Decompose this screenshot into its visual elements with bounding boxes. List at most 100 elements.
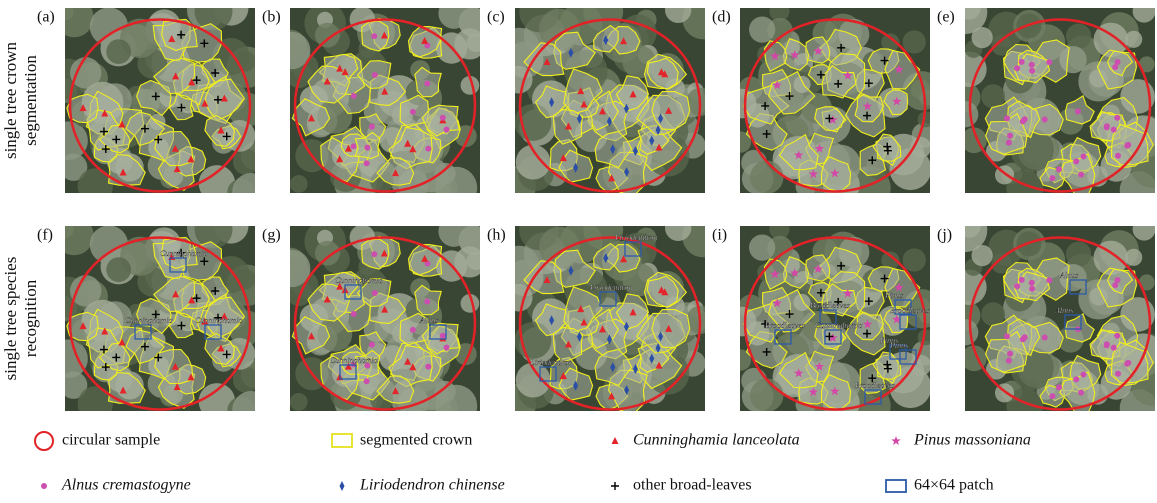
species-annotation: Liriodendron: [614, 233, 657, 242]
marker-alnus: [1019, 277, 1025, 283]
marker-alnus: [1111, 345, 1117, 351]
marker-alnus: [410, 327, 416, 333]
panel-label: (e): [937, 9, 955, 26]
canopy: [57, 3, 74, 20]
canopy: [315, 23, 340, 48]
row-label: single tree crown: [1, 41, 20, 159]
marker-alnus: [1007, 351, 1013, 357]
canopy: [903, 248, 926, 271]
marker-alnus: [1104, 123, 1110, 129]
marker-pinus: [891, 436, 901, 445]
marker-alnus: [364, 378, 370, 384]
aerial-image: [495, 0, 724, 207]
legend-patch: [886, 480, 906, 492]
marker-alnus: [1075, 108, 1081, 114]
canopy: [903, 30, 926, 53]
legend-symbol: [612, 437, 619, 444]
marker-alnus: [1078, 172, 1084, 178]
legend-symbol: [41, 483, 47, 489]
canopy: [232, 173, 270, 211]
marker-broadleaf: [611, 482, 619, 490]
marker-alnus: [1056, 166, 1062, 172]
marker-alnus: [1006, 140, 1012, 146]
marker-alnus: [364, 160, 370, 166]
legend-symbol: [611, 482, 619, 490]
marker-alnus: [351, 93, 357, 99]
marker-alnus: [1115, 153, 1121, 159]
canopy: [952, 101, 978, 127]
marker-alnus: [1022, 334, 1028, 340]
marker-alnus: [371, 251, 377, 257]
marker-liriodendron: [340, 481, 345, 491]
marker-alnus: [440, 333, 446, 339]
canopy: [952, 319, 978, 345]
canopy: [106, 257, 131, 282]
legend-crown: [332, 434, 352, 447]
canopy: [665, 215, 691, 241]
species-annotation: Broadleaves: [810, 301, 850, 310]
marker-alnus: [444, 344, 450, 350]
marker-alnus: [440, 115, 446, 121]
aerial-image: [727, 1, 942, 210]
canopy: [951, 52, 986, 87]
canopy: [273, 32, 310, 69]
row-label: segmentation: [21, 55, 40, 146]
canopy: [290, 175, 308, 193]
panel-label: (b): [262, 9, 281, 26]
legend-label: other broad-leaves: [633, 477, 752, 494]
species-annotation: Cunninghamia: [160, 249, 208, 258]
canopy: [1133, 218, 1156, 241]
marker-alnus: [372, 290, 378, 296]
species-annotation: Alnus: [1054, 306, 1073, 315]
marker-alnus: [1080, 371, 1086, 377]
marker-alnus: [1014, 65, 1020, 71]
canopy: [290, 393, 308, 411]
aerial-image: [943, 0, 1157, 209]
panel-label: (a): [37, 9, 55, 26]
canopy: [750, 161, 783, 194]
canopy: [49, 121, 88, 160]
marker-alnus: [1029, 280, 1035, 286]
marker-alnus: [1124, 361, 1130, 367]
canopy: [232, 391, 270, 429]
marker-alnus: [350, 143, 356, 149]
species-annotation: Alnus: [1059, 271, 1078, 280]
aerial-image: LiriodendronLiriodendronLiriodendron: [495, 210, 724, 425]
figure: (a)(b)(c)(d)(e)CunninghamiaCunninghamiaC…: [0, 0, 1157, 503]
marker-alnus: [424, 298, 430, 304]
marker-alnus: [1007, 133, 1013, 139]
marker-alnus: [1115, 277, 1121, 283]
marker-alnus: [1029, 286, 1035, 292]
marker-alnus: [1006, 358, 1012, 364]
marker-alnus: [425, 364, 431, 370]
species-annotation: Liriodendron: [529, 358, 572, 367]
marker-alnus: [372, 72, 378, 78]
marker-alnus: [1029, 62, 1035, 68]
canopy: [195, 210, 233, 248]
legend-symbol: [891, 436, 901, 445]
species-annotation: Cunninghamia: [195, 316, 243, 325]
marker-alnus: [1046, 59, 1052, 65]
canopy: [981, 84, 1005, 108]
panel-label: (h): [487, 227, 506, 244]
marker-alnus: [1124, 143, 1130, 149]
aerial-image: [273, 0, 488, 209]
marker-cunninghamia: [612, 437, 619, 444]
legend-circle: [35, 432, 53, 450]
marker-alnus: [1029, 68, 1035, 74]
canopy: [438, 216, 469, 247]
marker-alnus: [371, 33, 377, 39]
canopy: [1066, 242, 1091, 267]
marker-alnus: [1115, 371, 1121, 377]
canopy: [315, 241, 340, 266]
aerial-image: CunninghamiaAlnusCunninghamia: [273, 216, 488, 427]
species-annotation: Alnus: [419, 316, 438, 325]
marker-alnus: [1004, 115, 1010, 121]
legend-symbol: [35, 432, 53, 450]
species-annotation: Cunninghamia: [815, 321, 863, 330]
marker-alnus: [424, 80, 430, 86]
canopy: [55, 216, 94, 255]
canopy: [1133, 0, 1156, 23]
species-annotation: Broadleaves: [765, 321, 805, 330]
legend-symbol: [332, 434, 352, 447]
